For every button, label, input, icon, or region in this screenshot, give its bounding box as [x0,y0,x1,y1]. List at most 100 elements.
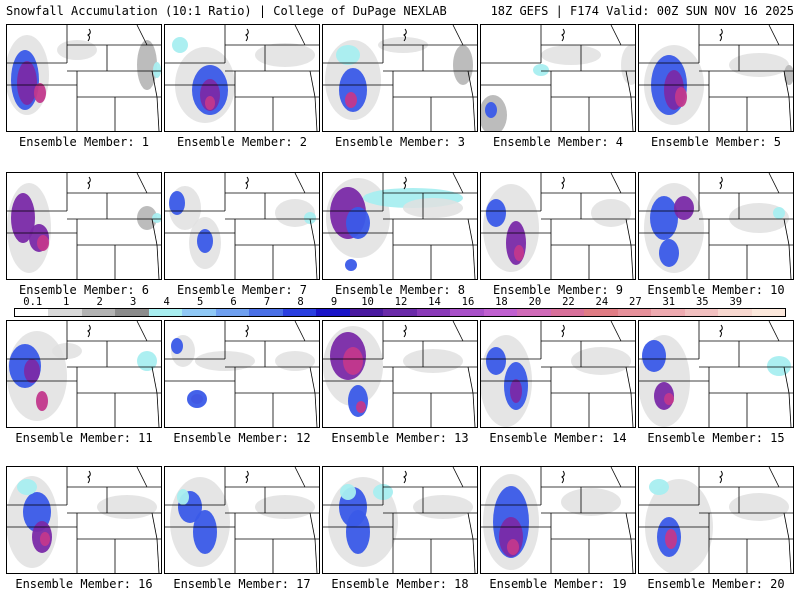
ensemble-member-label: Ensemble Member: 14 [489,431,627,445]
snowfall-contour [37,235,49,251]
snowfall-map [481,321,635,427]
ensemble-member-map [480,320,636,428]
state-border [151,512,158,540]
river-line [719,176,723,190]
colorbar-label: 8 [297,296,304,308]
snowfall-contour [659,239,679,267]
snowfall-contour [591,199,631,227]
snowfall-contour [345,92,357,108]
ensemble-member-map [6,24,162,132]
state-border [625,218,632,246]
snowfall-contour [275,351,315,371]
colorbar-segment [517,309,551,316]
state-border [768,321,780,342]
ensemble-member-map [322,320,478,428]
state-border [630,244,634,279]
state-border [625,512,632,540]
snowfall-contour [304,212,316,224]
snowfall-contour [255,495,315,519]
run-info: 18Z GEFS | F174 Valid: 00Z SUN NOV 16 20… [490,4,794,18]
snowfall-contour [57,40,97,60]
ensemble-member-label: Ensemble Member: 18 [331,577,469,591]
state-border [294,25,306,46]
river-line [719,324,723,338]
colorbar-label: 12 [394,296,408,308]
river-line [245,28,249,42]
state-border [294,467,306,488]
colorbar-label: 10 [361,296,374,308]
colorbar-segment [584,309,618,316]
ensemble-member-map [164,320,320,428]
snowfall-contour [36,391,48,411]
state-border [783,512,790,540]
snowfall-contour [486,199,506,227]
snowfall-colorbar: 0.1 1 2 3 4 5 6 7 8 9 10 12 14 16 18 20 22 24 27 31 35 39 [14,296,786,318]
snowfall-contour [17,479,37,495]
snowfall-contour [514,245,524,261]
colorbar-segment [215,309,250,316]
state-border [452,321,464,342]
state-border [314,538,318,573]
snowfall-contour [571,347,631,375]
snowfall-contour [97,495,157,519]
colorbar-label: 22 [562,296,575,308]
colorbar-label: 7 [263,296,271,308]
river-line [719,28,723,42]
state-border [788,538,792,573]
state-border [467,366,474,394]
snowfall-map [639,467,793,573]
snowfall-contour [345,259,357,271]
snowfall-map [639,321,793,427]
snowfall-contour [348,385,368,417]
ensemble-member-label: Ensemble Member: 19 [489,577,627,591]
snowfall-contour [346,207,370,239]
state-border [151,366,158,394]
snowfall-map [323,467,477,573]
colorbar-label: 35 [695,296,709,308]
state-border [472,538,476,573]
colorbar-bar [14,308,786,317]
state-border [783,366,790,394]
ensemble-member-map [638,172,794,280]
state-border [625,70,632,98]
snowfall-map [165,25,319,131]
state-border [314,96,318,131]
state-border [136,321,148,342]
snowfall-map [7,321,161,427]
snowfall-contour [650,196,678,240]
ensemble-member-label: Ensemble Member: 7 [176,283,308,297]
state-border [156,244,160,279]
colorbar-segment [617,309,652,316]
snowfall-contour [40,532,50,546]
colorbar-label: 39 [729,296,743,308]
state-border [610,173,622,194]
colorbar-labels: 0.1 1 2 3 4 5 6 7 8 9 10 12 14 16 18 20 22 24 27 31 35 39 [14,296,786,308]
chart-title: Snowfall Accumulation (10:1 Ratio) | Col… [6,4,447,18]
ensemble-member-map [638,24,794,132]
river-line [87,470,91,484]
state-border [472,96,476,131]
snowfall-contour [767,356,791,376]
snowfall-contour [784,65,793,85]
snowfall-map [481,25,635,131]
state-border [467,512,474,540]
state-border [768,173,780,194]
snowfall-contour [729,493,789,521]
colorbar-segment [651,309,685,316]
ensemble-member-label: Ensemble Member: 2 [176,135,308,149]
state-border [467,70,474,98]
state-border [467,218,474,246]
snowfall-contour [485,102,497,118]
ensemble-member-map [6,172,162,280]
snowfall-contour [510,379,522,403]
state-border [136,467,148,488]
river-line [561,28,565,42]
state-border [452,173,464,194]
state-border [610,321,622,342]
river-line [245,324,249,338]
snowfall-contour [674,196,694,220]
snowfall-contour [17,61,37,105]
snowfall-contour [193,510,217,554]
ensemble-member-map [322,172,478,280]
colorbar-label: 4 [163,296,170,308]
